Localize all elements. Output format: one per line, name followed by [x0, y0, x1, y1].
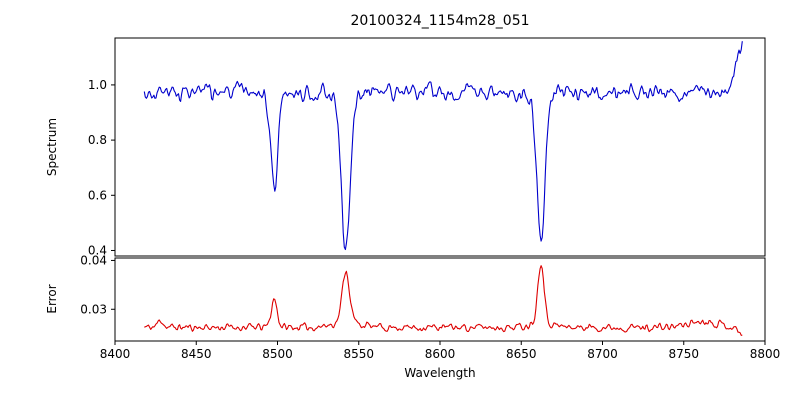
x-tick-label: 8600 — [425, 347, 456, 361]
x-tick-label: 8450 — [181, 347, 212, 361]
x-tick-label: 8500 — [262, 347, 293, 361]
x-tick-label: 8800 — [750, 347, 781, 361]
x-tick-label: 8550 — [343, 347, 374, 361]
x-tick-label: 8400 — [100, 347, 131, 361]
plot-title: 20100324_1154m28_051 — [350, 13, 530, 29]
x-tick-label: 8700 — [587, 347, 618, 361]
spectrum-y-tick-label: 0.4 — [88, 243, 107, 257]
x-axis-label: Wavelength — [404, 366, 476, 380]
spectrum-y-tick-label: 1.0 — [88, 78, 107, 92]
error-y-tick-label: 0.03 — [80, 302, 107, 316]
spectrum-panel-frame — [114, 37, 766, 257]
x-tick-label: 8650 — [506, 347, 537, 361]
spectrum-y-tick-label: 0.8 — [88, 133, 107, 147]
error-line — [144, 265, 743, 336]
x-tick-label: 8750 — [668, 347, 699, 361]
error-panel-frame — [114, 257, 766, 342]
spectrum-line — [143, 41, 743, 251]
error-y-axis-label: Error — [45, 284, 59, 314]
spectrum-y-axis-label: Spectrum — [45, 117, 59, 177]
spectrum-y-tick-label: 0.6 — [88, 188, 107, 202]
error-y-tick-label: 0.04 — [80, 253, 107, 267]
